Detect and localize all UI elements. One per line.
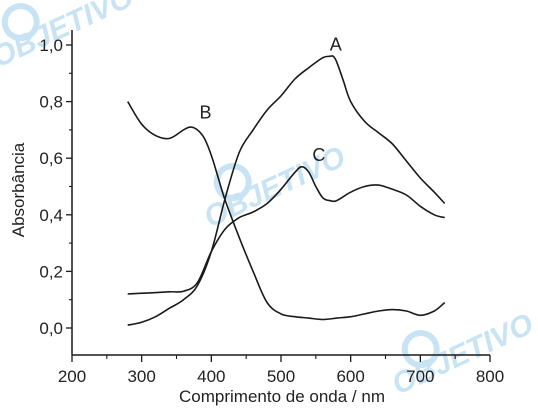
y-tick-label: 0,4 bbox=[39, 206, 63, 225]
x-tick-label: 300 bbox=[127, 367, 155, 386]
y-tick-label: 0,2 bbox=[39, 262, 63, 281]
series-line-c bbox=[127, 165, 445, 295]
axes: 200 300 400 500 600 700 800 0,0 0,2 0,4 0,6 0,8 1,0 bbox=[39, 30, 504, 386]
curve-label-a: A bbox=[330, 35, 342, 55]
curve-label-c: C bbox=[312, 145, 325, 165]
x-tick-label: 200 bbox=[58, 367, 86, 386]
watermark-logo-text: OBJETIVO bbox=[0, 0, 138, 74]
watermark-logo-ring bbox=[401, 330, 440, 369]
x-tick-label: 500 bbox=[267, 367, 295, 386]
series-line-a bbox=[127, 55, 446, 326]
watermark-layer: OBJETIVO OBJETIVO OBJETIVO bbox=[0, 0, 538, 401]
x-axis-title: Comprimento de onda / nm bbox=[179, 387, 385, 406]
y-tick-label: 0,8 bbox=[39, 93, 63, 112]
watermark-logo: OBJETIVO bbox=[0, 0, 138, 74]
watermark-logo: OBJETIVO bbox=[199, 140, 350, 234]
x-tick-label: 800 bbox=[476, 367, 504, 386]
series-layer bbox=[127, 55, 446, 326]
series-line-b bbox=[127, 101, 446, 321]
x-tick-label: 400 bbox=[197, 367, 225, 386]
watermark-logo-ring bbox=[213, 163, 252, 202]
y-tick-label: 0,0 bbox=[39, 319, 63, 338]
watermark-logo: OBJETIVO bbox=[387, 307, 538, 401]
x-tick-label: 600 bbox=[336, 367, 364, 386]
y-tick-label: 0,6 bbox=[39, 149, 63, 168]
watermark-logo-ring bbox=[1, 3, 40, 42]
y-axis-title: Absorbância bbox=[9, 142, 28, 237]
x-tick-label: 700 bbox=[406, 367, 434, 386]
y-tick-label: 1,0 bbox=[39, 36, 63, 55]
curve-labels: A B C bbox=[199, 35, 341, 165]
curve-label-b: B bbox=[199, 103, 211, 123]
